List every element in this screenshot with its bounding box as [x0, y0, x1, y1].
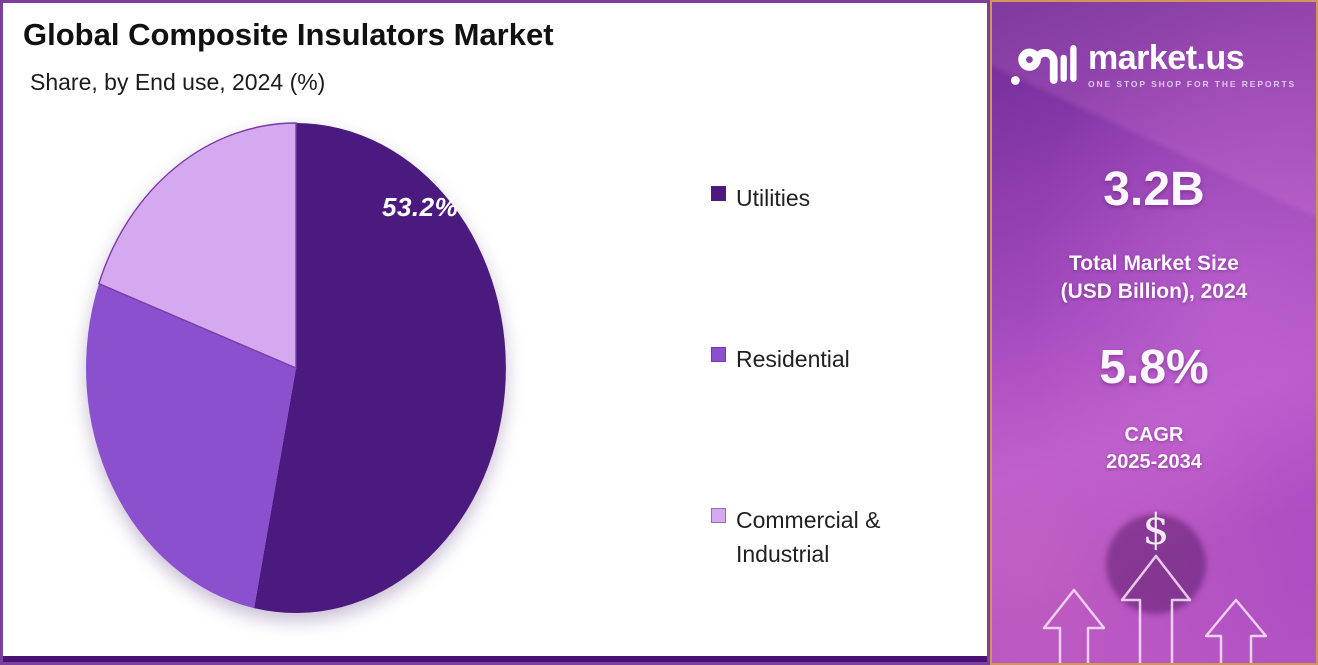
legend-swatch-residential: [711, 347, 726, 362]
up-arrow-right: [1204, 598, 1268, 663]
legend-swatch-utilities: [711, 186, 726, 201]
bottom-accent-strip: [3, 656, 987, 662]
growth-arrows-icon: [1042, 554, 1268, 663]
brand-tagline: ONE STOP SHOP FOR THE REPORTS: [1088, 79, 1297, 89]
pie-slice-value-label: 53.2%: [382, 192, 459, 222]
brand-logo[interactable]: market.us ONE STOP SHOP FOR THE REPORTS: [1010, 34, 1296, 93]
page-title: Global Composite Insulators Market: [23, 17, 554, 52]
market-size-value: 3.2B: [1103, 163, 1205, 216]
legend-label-commercial-industrial: Commercial & Industrial: [736, 507, 881, 567]
market-size-label-line1: Total Market Size: [1069, 252, 1239, 275]
legend-label-utilities: Utilities: [736, 185, 811, 211]
brand-text-block: market.us ONE STOP SHOP FOR THE REPORTS: [1088, 34, 1296, 89]
market-us-logo-icon: [1010, 45, 1077, 85]
dollar-icon: $: [1142, 505, 1170, 554]
legend-item-commercial-industrial[interactable]: Commercial & Industrial: [711, 503, 880, 571]
pie-slice-utilities[interactable]: [254, 123, 506, 613]
pie-slice-residential[interactable]: [86, 283, 296, 609]
cagr-label-line1: CAGR: [1124, 424, 1184, 446]
pie-slice-commercial-industrial[interactable]: [98, 122, 297, 370]
market-size-label: Total Market Size (USD Billion), 2024: [992, 250, 1316, 306]
chart-subtitle: Share, by End use, 2024 (%): [30, 69, 326, 95]
pie-chart[interactable]: [3, 3, 993, 663]
legend-item-residential[interactable]: Residential: [711, 342, 850, 376]
cagr-label: CAGR 2025-2034: [992, 422, 1316, 476]
up-arrow-middle: [1120, 554, 1192, 663]
brand-sidebar: market.us ONE STOP SHOP FOR THE REPORTS …: [990, 0, 1318, 665]
cagr-value: 5.8%: [1099, 341, 1209, 394]
legend-item-utilities[interactable]: Utilities: [711, 181, 810, 215]
cagr-label-line2: 2025-2034: [1106, 451, 1202, 473]
legend-label-residential: Residential: [736, 346, 850, 372]
market-size-label-line2: (USD Billion), 2024: [1060, 280, 1248, 303]
brand-name: market.us: [1088, 39, 1245, 77]
chart-area: Global Composite Insulators Market Share…: [0, 0, 990, 665]
up-arrow-left: [1042, 588, 1106, 663]
legend-swatch-commercial-industrial: [711, 508, 726, 523]
